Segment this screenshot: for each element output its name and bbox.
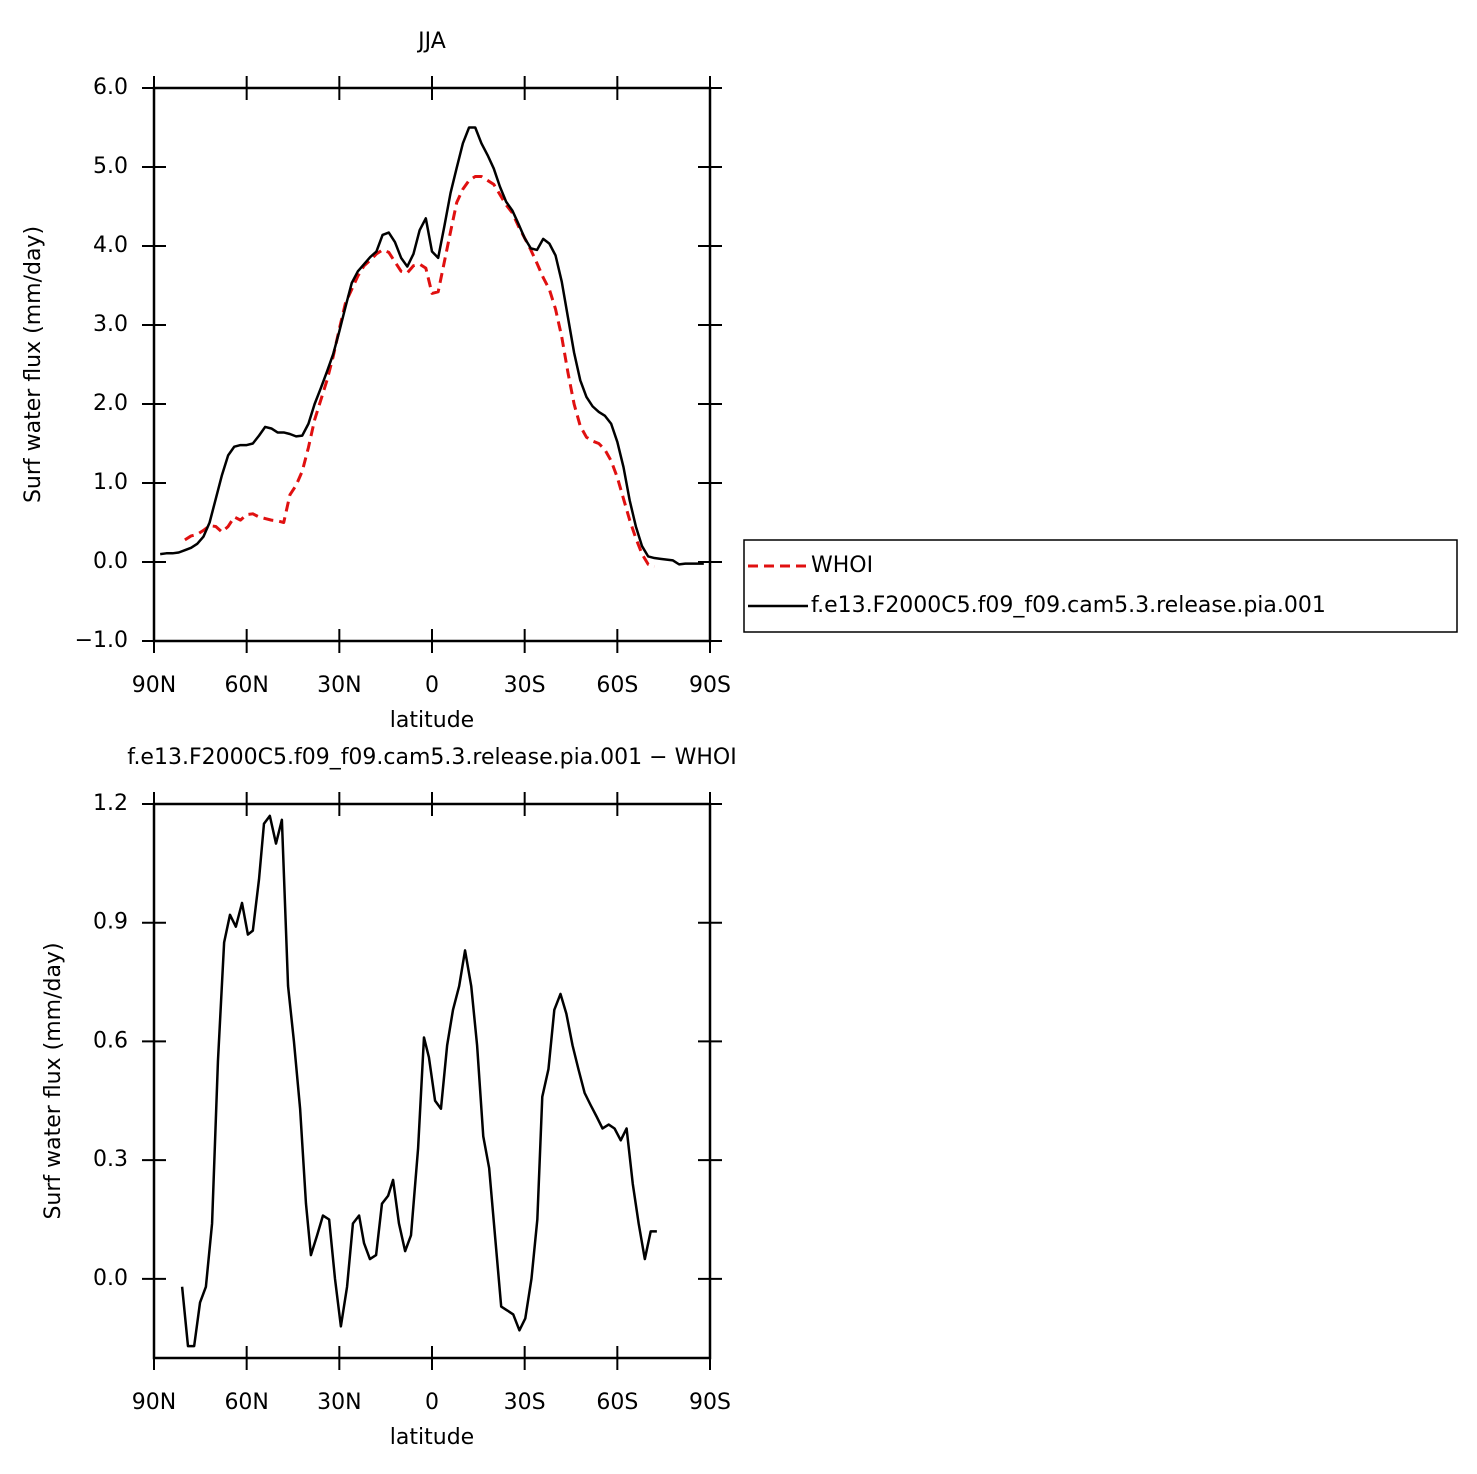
- y-tick-label: 0.3: [93, 1147, 128, 1172]
- y-tick-label: 4.0: [93, 233, 128, 258]
- y-tick-label: −1.0: [75, 628, 128, 653]
- x-axis-label: latitude: [390, 1425, 474, 1450]
- legend-label: f.e13.F2000C5.f09_f09.cam5.3.release.pia…: [811, 593, 1326, 618]
- data-line: [160, 126, 704, 566]
- y-axis-label: Surf water flux (mm/day): [21, 226, 46, 503]
- x-tick-label: 60S: [596, 673, 638, 698]
- y-tick-label: 3.0: [93, 312, 128, 337]
- y-tick-label: 6.0: [93, 75, 128, 100]
- x-tick-label: 90N: [132, 673, 176, 698]
- x-tick-label: 0: [425, 673, 439, 698]
- x-tick-label: 90S: [689, 1390, 731, 1415]
- plot-frame: [152, 86, 712, 643]
- y-axis-label: Surf water flux (mm/day): [41, 942, 66, 1219]
- y-tick-label: 0.0: [93, 1266, 128, 1291]
- y-tick-label: 0.6: [93, 1028, 128, 1053]
- x-tick-label: 30N: [317, 673, 361, 698]
- x-tick-label: 30N: [317, 1390, 361, 1415]
- legend-label: WHOI: [811, 553, 873, 578]
- x-tick-label: 90N: [132, 1390, 176, 1415]
- x-tick-label: 30S: [504, 673, 546, 698]
- x-tick-label: 0: [425, 1390, 439, 1415]
- x-axis-label: latitude: [390, 708, 474, 733]
- y-tick-label: 0.0: [93, 549, 128, 574]
- legend-box: [743, 539, 1458, 633]
- chart-title: JJA: [416, 29, 446, 54]
- x-tick-label: 60S: [596, 1390, 638, 1415]
- data-line: [180, 814, 657, 1348]
- chart-title: f.e13.F2000C5.f09_f09.cam5.3.release.pia…: [127, 745, 736, 770]
- x-tick-label: 30S: [504, 1390, 546, 1415]
- x-tick-label: 60N: [224, 673, 268, 698]
- y-tick-label: 5.0: [93, 154, 128, 179]
- y-tick-label: 0.9: [93, 910, 128, 935]
- x-tick-label: 60N: [224, 1390, 268, 1415]
- y-tick-label: 1.0: [93, 470, 128, 495]
- y-tick-label: 1.2: [93, 791, 128, 816]
- x-tick-label: 90S: [689, 673, 731, 698]
- y-tick-label: 2.0: [93, 391, 128, 416]
